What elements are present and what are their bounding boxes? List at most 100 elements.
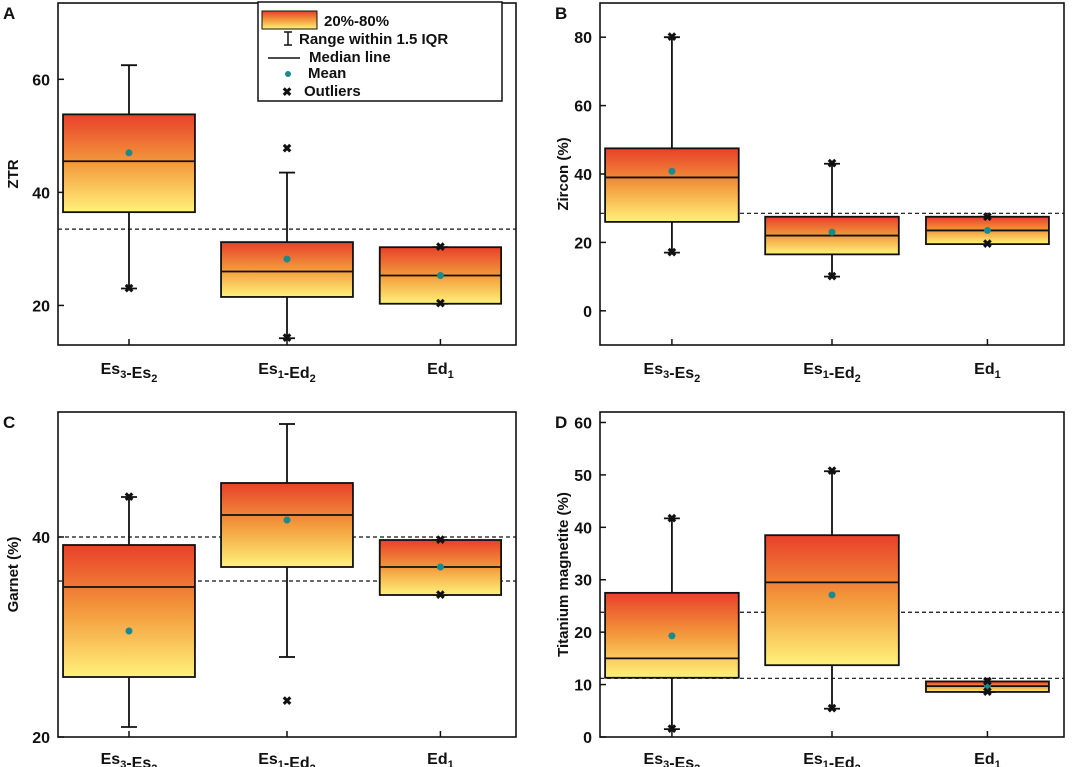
category-label: Es1-Ed2 (258, 751, 316, 767)
box-3: ✖✖ (378, 240, 503, 311)
box-body (220, 241, 354, 298)
outlier-point: ✖ (124, 490, 134, 504)
box-2: ✖✖ (764, 464, 900, 716)
category-label: Ed1 (427, 361, 454, 381)
box-3: ✖✖ (925, 210, 1050, 251)
legend-mean-swatch (285, 71, 291, 77)
box-body (220, 482, 354, 568)
y-tick-label: 30 (574, 573, 592, 590)
panel-b: B✖✖Es3-Es2✖✖Es1-Ed2✖✖Ed1020406080Zircon … (555, 2, 1065, 385)
category-label: Es3-Es2 (644, 361, 701, 385)
outlier-point: ✖ (982, 685, 992, 699)
category-label: Es3-Es2 (644, 751, 701, 767)
mean-point (125, 627, 133, 635)
panel-letter: D (555, 413, 567, 432)
plot-frame (599, 411, 1065, 738)
y-tick-label: 20 (32, 298, 50, 315)
outlier-point: ✖ (982, 210, 992, 224)
category-label: Ed1 (974, 361, 1001, 381)
panel-letter: B (555, 4, 567, 23)
y-tick-label: 0 (583, 730, 592, 747)
legend: 20%-80% Range within 1.5 IQR Median line… (257, 1, 503, 102)
outlier-point: ✖ (827, 464, 837, 478)
outlier-point: ✖ (667, 246, 677, 260)
outlier-point: ✖ (282, 141, 292, 155)
y-tick-label: 20 (32, 730, 50, 747)
y-tick-label: 20 (574, 625, 592, 642)
mean-point (983, 226, 991, 234)
y-axis-label: Garnet (%) (5, 537, 22, 613)
outlier-point: ✖ (435, 297, 445, 311)
panel-letter: C (3, 413, 15, 432)
y-tick-label: 40 (574, 520, 592, 537)
box-1: ✖ (62, 64, 196, 295)
mean-point (668, 632, 676, 640)
mean-point (436, 271, 444, 279)
box-body (62, 113, 196, 214)
mean-point (436, 563, 444, 571)
y-tick-label: 80 (574, 30, 592, 47)
mean-point (283, 255, 291, 263)
box-1: ✖✖ (604, 30, 740, 260)
box-3: ✖✖ (378, 533, 503, 602)
legend-whisker-swatch (284, 31, 292, 46)
y-tick-label: 20 (574, 235, 592, 252)
y-tick-label: 60 (574, 415, 592, 432)
plot-frame (599, 2, 1065, 346)
box-3: ✖✖ (925, 674, 1050, 699)
category-label: Es3-Es2 (101, 361, 158, 385)
panel-d: D✖✖Es3-Es2✖✖Es1-Ed2✖✖Ed10102030405060Tit… (555, 411, 1065, 767)
category-label: Ed1 (974, 751, 1001, 767)
category-label: Es1-Ed2 (803, 361, 861, 385)
legend-median-label: Median line (309, 49, 391, 66)
box-2: ✖ (220, 423, 354, 708)
mean-point (828, 591, 836, 599)
outlier-point: ✖ (982, 674, 992, 688)
box-2: ✖✖ (764, 157, 900, 284)
category-label: Ed1 (427, 751, 454, 767)
outlier-point: ✖ (827, 702, 837, 716)
y-axis-label: ZTR (5, 159, 22, 188)
box-body (62, 544, 196, 678)
mean-point (828, 228, 836, 236)
box-body (604, 147, 740, 223)
y-tick-label: 40 (32, 185, 50, 202)
outlier-point: ✖ (667, 722, 677, 736)
legend-outlier-swatch: ✖ (282, 85, 292, 99)
legend-box-swatch (261, 10, 318, 30)
outlier-point: ✖ (827, 157, 837, 171)
box-1: ✖ (62, 490, 196, 728)
legend-whisker-label: Range within 1.5 IQR (299, 31, 448, 48)
outlier-point: ✖ (435, 240, 445, 254)
legend-box-label: 20%-80% (324, 13, 389, 30)
outlier-point: ✖ (435, 533, 445, 547)
plot-frame (57, 411, 517, 738)
y-tick-label: 40 (574, 167, 592, 184)
outlier-point: ✖ (982, 237, 992, 251)
panel-letter: A (3, 4, 15, 23)
mean-point (983, 682, 991, 690)
box-body (764, 534, 900, 667)
legend-mean-label: Mean (308, 65, 346, 82)
category-label: Es1-Ed2 (803, 751, 861, 767)
y-tick-label: 40 (32, 530, 50, 547)
category-label: Es3-Es2 (101, 751, 158, 767)
y-tick-label: 60 (32, 72, 50, 89)
outlier-point: ✖ (435, 588, 445, 602)
outlier-point: ✖ (667, 30, 677, 44)
box-2: ✖✖ (220, 141, 354, 345)
category-label: Es1-Ed2 (258, 361, 316, 385)
mean-point (668, 167, 676, 175)
outlier-point: ✖ (667, 511, 677, 525)
outlier-point: ✖ (827, 270, 837, 284)
outlier-point: ✖ (282, 694, 292, 708)
y-tick-label: 60 (574, 99, 592, 116)
box-1: ✖✖ (604, 511, 740, 736)
y-axis-label: Titanium magnetite (%) (555, 492, 572, 657)
y-axis-label: Zircon (%) (555, 137, 572, 210)
y-tick-label: 0 (583, 304, 592, 321)
legend-outlier-label: Outliers (304, 83, 361, 100)
